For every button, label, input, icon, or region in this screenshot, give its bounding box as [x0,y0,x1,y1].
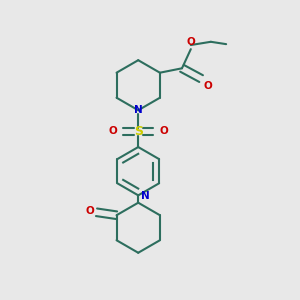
Text: O: O [86,206,94,216]
Text: O: O [186,37,195,47]
Text: N: N [134,105,142,115]
Text: O: O [109,126,117,136]
Text: O: O [203,81,212,91]
Text: O: O [159,126,168,136]
Text: S: S [134,125,143,138]
Text: N: N [141,191,150,201]
